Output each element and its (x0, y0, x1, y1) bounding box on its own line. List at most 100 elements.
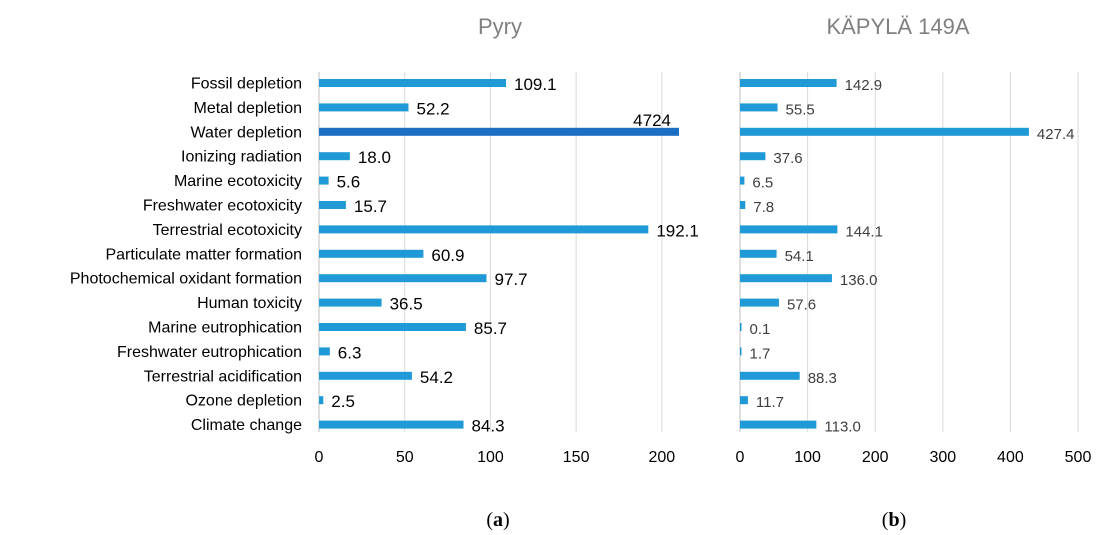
bar-b-particulate-matter-formation (740, 250, 777, 258)
chart-a-caption-close: ) (503, 509, 510, 531)
bar-a-fossil-depletion (319, 79, 506, 87)
bar-a-human-toxicity (319, 299, 382, 307)
category-label-marine-ecotoxicity: Marine ecotoxicity (174, 173, 302, 190)
bar-b-freshwater-ecotoxicity (740, 201, 745, 209)
value-label-b-water-depletion: 427.4 (1037, 126, 1075, 143)
category-label-human-toxicity: Human toxicity (197, 295, 302, 312)
value-label-a-climate-change: 84.3 (472, 417, 505, 436)
value-label-a-marine-eutrophication: 85.7 (474, 319, 507, 338)
value-label-b-ozone-depletion: 11.7 (756, 394, 784, 411)
bar-a-marine-ecotoxicity (319, 177, 329, 185)
chart-a-tick-labels: 0 50 100 150 200 (315, 449, 676, 466)
bar-a-water-depletion (319, 128, 679, 136)
x-tick-a-100: 100 (477, 449, 504, 466)
bar-a-marine-eutrophication (319, 323, 466, 331)
value-label-a-water-depletion: 4724 (633, 111, 671, 130)
category-label-freshwater-eutrophication: Freshwater eutrophication (117, 344, 302, 361)
bar-b-climate-change (740, 421, 816, 429)
category-label-fossil-depletion: Fossil depletion (191, 76, 302, 93)
value-label-b-human-toxicity: 57.6 (787, 297, 816, 314)
category-label-particulate-matter-formation: Particulate matter formation (105, 246, 302, 263)
chart-b-caption-letter: b (888, 509, 899, 531)
value-label-b-metal-depletion: 55.5 (786, 101, 815, 118)
chart-a-bars (319, 79, 679, 429)
category-label-water-depletion: Water depletion (191, 124, 302, 141)
bar-b-metal-depletion (740, 103, 778, 111)
bar-a-terrestrial-acidification (319, 372, 412, 380)
category-label-marine-eutrophication: Marine eutrophication (148, 320, 302, 337)
category-label-climate-change: Climate change (191, 417, 302, 434)
bar-a-ozone-depletion (319, 396, 323, 404)
value-label-b-particulate-matter-formation: 54.1 (785, 248, 814, 265)
chart-a-title: Pyry (478, 14, 522, 39)
value-label-b-photochemical-oxidant-formation: 136.0 (840, 272, 878, 289)
bar-b-ozone-depletion (740, 396, 748, 404)
bar-b-fossil-depletion (740, 79, 837, 87)
value-label-a-fossil-depletion: 109.1 (514, 75, 557, 94)
x-tick-a-0: 0 (315, 449, 324, 466)
value-label-a-ionizing-radiation: 18.0 (358, 148, 391, 167)
value-label-b-freshwater-eutrophication: 1.7 (750, 345, 771, 362)
bar-a-climate-change (319, 421, 464, 429)
chart-b-bars (740, 79, 1029, 429)
category-labels: Fossil depletion Metal depletion Water dep… (70, 76, 302, 435)
bar-b-water-depletion (740, 128, 1029, 136)
value-label-b-terrestrial-acidification: 88.3 (808, 370, 837, 387)
value-label-b-terrestrial-ecotoxicity: 144.1 (845, 223, 883, 240)
x-tick-a-200: 200 (649, 449, 676, 466)
x-tick-b-500: 500 (1065, 449, 1092, 466)
chart-b-caption-close: ) (900, 509, 907, 531)
bar-b-freshwater-eutrophication (740, 347, 742, 355)
value-label-b-climate-change: 113.0 (824, 419, 860, 436)
category-label-ozone-depletion: Ozone depletion (185, 393, 302, 410)
value-label-a-human-toxicity: 36.5 (390, 295, 423, 314)
category-label-freshwater-ecotoxicity: Freshwater ecotoxicity (143, 198, 302, 215)
bar-a-ionizing-radiation (319, 152, 350, 160)
value-label-a-marine-ecotoxicity: 5.6 (337, 173, 361, 192)
bar-b-terrestrial-acidification (740, 372, 800, 380)
category-label-metal-depletion: Metal depletion (193, 100, 302, 117)
x-tick-b-300: 300 (929, 449, 956, 466)
category-label-terrestrial-ecotoxicity: Terrestrial ecotoxicity (153, 222, 302, 239)
bar-b-terrestrial-ecotoxicity (740, 225, 837, 233)
category-label-ionizing-radiation: Ionizing radiation (181, 149, 302, 166)
value-label-a-particulate-matter-formation: 60.9 (431, 246, 464, 265)
value-label-b-marine-ecotoxicity: 6.5 (752, 175, 773, 192)
bar-a-freshwater-ecotoxicity (319, 201, 346, 209)
value-label-b-ionizing-radiation: 37.6 (773, 150, 802, 167)
bar-a-photochemical-oxidant-formation (319, 274, 486, 282)
chart-b-caption: (b) (882, 509, 906, 531)
chart-b-tick-labels: 0 100 200 300 400 500 (736, 449, 1092, 466)
bar-a-metal-depletion (319, 103, 408, 111)
bar-b-human-toxicity (740, 299, 779, 307)
category-label-photochemical-oxidant-formation: Photochemical oxidant formation (70, 271, 302, 288)
bar-a-freshwater-eutrophication (319, 347, 330, 355)
bar-a-particulate-matter-formation (319, 250, 423, 258)
bar-b-ionizing-radiation (740, 152, 765, 160)
bar-b-marine-ecotoxicity (740, 177, 744, 185)
bar-a-terrestrial-ecotoxicity (319, 225, 648, 233)
x-tick-b-0: 0 (736, 449, 745, 466)
x-tick-b-200: 200 (862, 449, 889, 466)
chart-a-caption-letter: a (493, 509, 503, 531)
value-label-a-freshwater-ecotoxicity: 15.7 (354, 197, 387, 216)
value-label-a-ozone-depletion: 2.5 (331, 392, 355, 411)
x-tick-a-150: 150 (563, 449, 590, 466)
bar-b-photochemical-oxidant-formation (740, 274, 832, 282)
x-tick-b-400: 400 (997, 449, 1024, 466)
value-label-a-terrestrial-ecotoxicity: 192.1 (656, 221, 699, 240)
value-label-a-metal-depletion: 52.2 (416, 99, 449, 118)
value-label-a-freshwater-eutrophication: 6.3 (338, 343, 362, 362)
value-label-b-freshwater-ecotoxicity: 7.8 (753, 199, 774, 216)
chart-a-caption: (a) (486, 509, 509, 531)
value-label-b-marine-eutrophication: 0.1 (750, 321, 771, 338)
bar-b-marine-eutrophication (740, 323, 742, 331)
value-label-a-terrestrial-acidification: 54.2 (420, 368, 453, 387)
chart-b-title: KÄPYLÄ 149A (826, 14, 969, 39)
value-label-a-photochemical-oxidant-formation: 97.7 (494, 270, 527, 289)
value-label-b-fossil-depletion: 142.9 (845, 77, 883, 94)
x-tick-a-50: 50 (396, 449, 414, 466)
x-tick-b-100: 100 (794, 449, 821, 466)
category-label-terrestrial-acidification: Terrestrial acidification (144, 368, 302, 385)
